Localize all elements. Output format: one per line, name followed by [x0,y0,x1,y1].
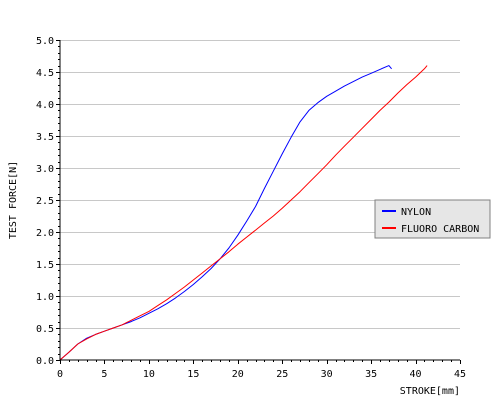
x-tick-label-5: 25 [276,369,288,380]
y-tick-label-1: 0.5 [36,324,54,335]
x-tick-label-2: 10 [143,369,155,380]
y-ticks: 0.0 0.5 1.0 1.5 2.0 2.5 3.0 3.5 4.0 4.5 5.0 [36,36,60,367]
y-axis-title: TEST FORCE[N] [8,161,19,239]
y-tick-label-4: 2.0 [36,228,54,239]
y-tick-label-7: 3.5 [36,132,54,143]
x-tick-label-7: 35 [365,369,377,380]
y-tick-label-3: 1.5 [36,260,54,271]
x-axis-title: STROKE[mm] [400,386,460,397]
y-tick-label-6: 3.0 [36,164,54,175]
x-tick-label-3: 15 [187,369,199,380]
y-tick-label-8: 4.0 [36,100,54,111]
x-tick-label-9: 45 [454,369,466,380]
x-tick-label-8: 40 [410,369,422,380]
y-tick-label-9: 4.5 [36,68,54,79]
x-tick-label-1: 5 [101,369,107,380]
y-tick-label-0: 0.0 [36,356,54,367]
x-tick-label-4: 20 [232,369,244,380]
y-tick-label-5: 2.5 [36,196,54,207]
y-tick-label-2: 1.0 [36,292,54,303]
grid-lines [60,40,460,329]
series-line-nylon [59,65,392,361]
series-line-fluoro-carbon [59,65,428,361]
legend-label-nylon: NYLON [401,207,431,218]
series-layer [59,65,428,361]
x-ticks: 0 5 10 15 20 25 30 35 40 45 [57,360,466,380]
legend-box [374,199,491,239]
x-tick-label-0: 0 [57,369,63,380]
legend: NYLON FLUORO CARBON [374,199,491,239]
legend-label-fluoro-carbon: FLUORO CARBON [401,224,479,235]
x-tick-label-6: 30 [321,369,333,380]
y-tick-label-10: 5.0 [36,36,54,47]
